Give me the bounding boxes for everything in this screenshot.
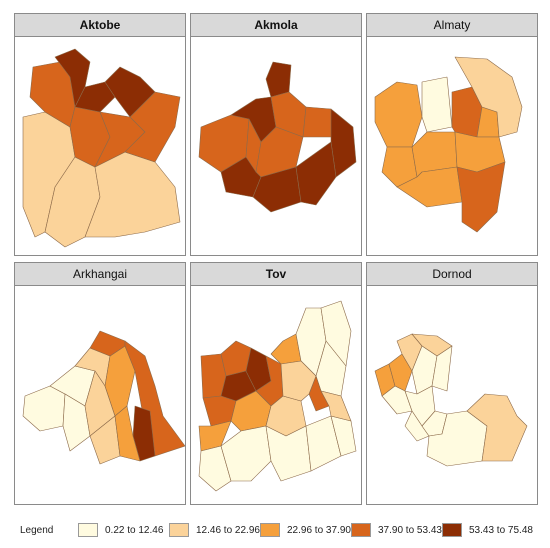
region [220,425,272,482]
legend-label: 37.90 to 53.43 [378,525,442,536]
map-panel-almaty: Almaty [366,13,538,256]
region [270,333,302,365]
panel-title: Akmola [191,14,361,37]
region [404,410,430,442]
legend-label: 12.46 to 22.96 [196,525,260,536]
region [22,385,66,432]
region [132,405,156,462]
region [388,353,413,392]
legend-swatch [351,523,371,537]
legend: Legend 0.22 to 12.46 12.46 to 22.96 22.9… [0,520,550,542]
map-dornod [374,333,528,467]
map-panel-arkhangai: Arkhangai [14,262,186,505]
region [265,61,292,98]
region [374,81,423,148]
region [124,91,181,163]
panel-title: Arkhangai [15,263,185,286]
map-panel-tov: Tov [190,262,362,505]
region [198,445,232,492]
map-panel-akmola: Akmola [190,13,362,256]
map-almaty [374,56,523,233]
region [466,393,528,462]
region [295,141,337,206]
map-arkhangai [22,330,185,465]
panel-title: Almaty [367,14,537,37]
region [104,66,156,118]
region [454,56,523,138]
legend-swatch [78,523,98,537]
region [456,161,506,233]
region [124,340,185,457]
region [280,360,317,402]
legend-label: 53.43 to 75.48 [469,525,533,536]
panel-title: Tov [191,263,361,286]
legend-title: Legend [20,525,54,536]
legend-swatch [442,523,462,537]
region [320,390,352,422]
map-panel-aktobe: Aktobe [14,13,186,256]
map-aktobe [22,48,181,248]
panel-title: Dornod [367,263,537,286]
legend-swatch [260,523,280,537]
region [198,420,232,452]
region [431,345,453,392]
region [421,76,453,133]
region [114,405,141,462]
map-tov [198,300,357,492]
legend-label: 22.96 to 37.90 [287,525,351,536]
region [320,300,352,367]
map-akmola [198,61,357,213]
region [330,108,357,178]
panel-title: Aktobe [15,14,185,37]
legend-label: 0.22 to 12.46 [105,525,164,536]
legend-swatch [169,523,189,537]
map-panel-dornod: Dornod [366,262,538,505]
